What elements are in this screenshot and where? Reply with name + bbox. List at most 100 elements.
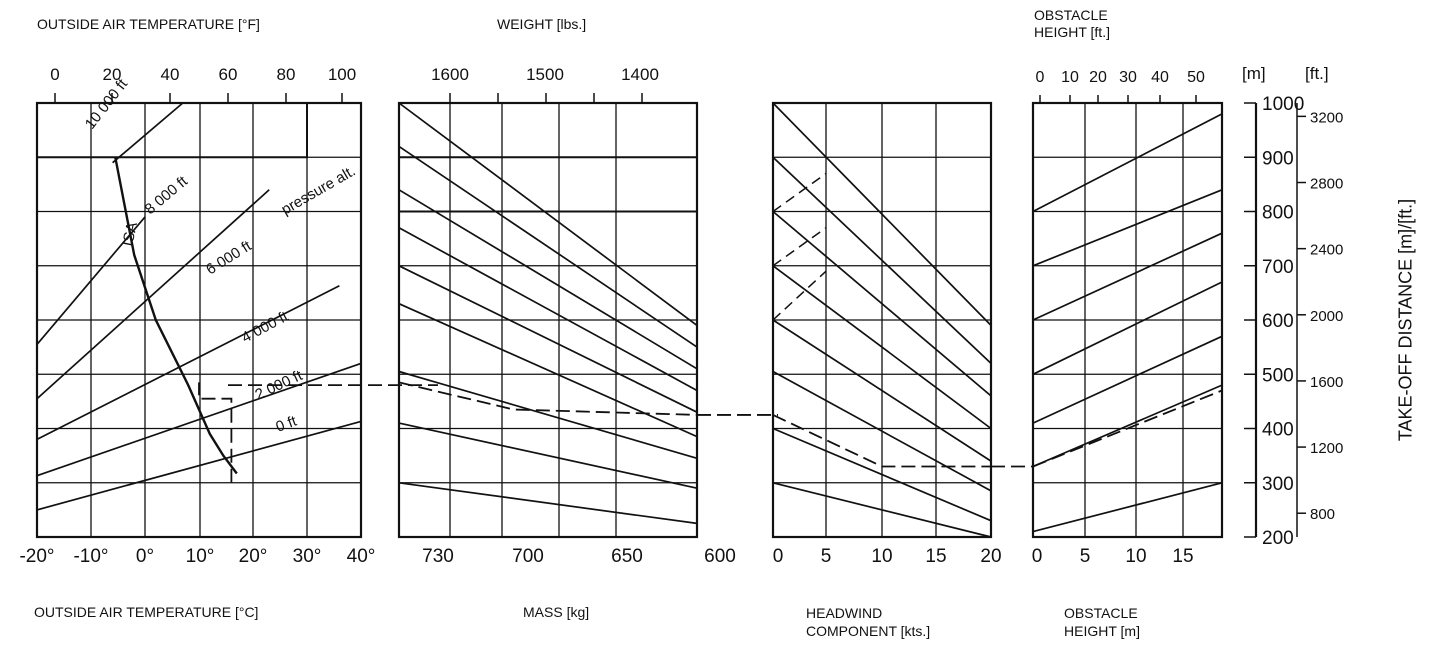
series-line-2-1	[772, 156, 992, 365]
x-tick-label-1-0: 730	[422, 546, 454, 567]
x-tick-label-0-5: 30°	[293, 546, 322, 567]
weight-lbs-tick-0: 1600	[431, 65, 469, 84]
feet-tick-label-2: 1600	[1310, 374, 1343, 391]
metres-tick-label-0: 200	[1262, 528, 1294, 549]
series-line-1-0	[398, 102, 698, 327]
fahrenheit-tick-1: 20	[103, 65, 122, 84]
x-tick-label-3-0: 0	[1032, 546, 1043, 567]
weight-lbs-tick-1: 1500	[526, 65, 564, 84]
x-tick-label-1-1: 700	[512, 546, 544, 567]
unit-m-label: [m]	[1242, 64, 1266, 83]
fahrenheit-tick-3: 60	[219, 65, 238, 84]
series-line-1-3	[398, 227, 698, 392]
series-line-3-2	[1032, 335, 1223, 424]
x-tick-label-0-0: -20°	[19, 546, 54, 567]
x-tick-label-3-3: 15	[1172, 546, 1193, 567]
series-line-2-2	[772, 210, 992, 397]
x-tick-label-2-2: 10	[871, 546, 892, 567]
headwind-dash-1	[772, 227, 827, 267]
metres-tick-label-4: 600	[1262, 311, 1294, 332]
series-line-1-8	[398, 481, 698, 525]
series-line-1-6	[398, 370, 698, 460]
x-tick-label-1-3: 600	[704, 546, 736, 567]
obstacle-m-title-line1: OBSTACLE	[1064, 605, 1138, 621]
series-line-2-3	[772, 265, 992, 430]
headwind-title-line1: HEADWIND	[806, 605, 883, 621]
feet-tick-label-1: 1200	[1310, 440, 1343, 457]
x-tick-label-2-1: 5	[821, 546, 832, 567]
x-tick-label-2-3: 15	[925, 546, 946, 567]
headwind-dash-2	[772, 270, 827, 321]
fahrenheit-tick-5: 100	[328, 65, 356, 84]
obstacle-ft-title: OBSTACLE HEIGHT [ft.]	[1034, 7, 1110, 41]
x-tick-label-3-1: 5	[1080, 546, 1091, 567]
feet-tick-label-0: 800	[1310, 506, 1335, 523]
x-tick-label-3-2: 10	[1125, 546, 1146, 567]
headwind-title: HEADWIND COMPONENT [kts.]	[806, 604, 930, 640]
series-line-1-7	[398, 422, 698, 490]
x-tick-label-2-0: 0	[773, 546, 784, 567]
obstacle-ft-title-line2: HEIGHT [ft.]	[1034, 24, 1110, 40]
curve-label-1: 2 000 ft	[253, 367, 306, 404]
series-line-2-4	[772, 319, 992, 462]
obstacle-ft-tick-3: 30	[1119, 69, 1137, 86]
series-line-3-4	[1032, 232, 1223, 321]
x-tick-label-2-4: 20	[980, 546, 1001, 567]
example-path-3	[1032, 389, 1223, 468]
obstacle-ft-tick-0: 0	[1036, 69, 1045, 86]
series-line-0-3	[36, 189, 270, 400]
series-line-2-0	[772, 102, 992, 326]
fahrenheit-tick-0: 0	[50, 65, 59, 84]
x-tick-label-0-2: 0°	[136, 546, 154, 567]
weight-lbs-tick-2: 1400	[621, 65, 659, 84]
series-line-0-5	[112, 102, 184, 164]
example-path-0	[198, 382, 233, 483]
feet-tick-label-5: 2800	[1310, 176, 1343, 193]
unit-ft-label: [ft.]	[1305, 64, 1329, 83]
series-line-0-4	[36, 216, 146, 345]
x-tick-label-0-6: 40°	[347, 546, 376, 567]
takeoff-distance-axis-title: TAKE-OFF DISTANCE [m]/[ft.]	[1395, 198, 1416, 442]
headwind-title-line2: COMPONENT [kts.]	[806, 623, 931, 639]
feet-tick-label-6: 3200	[1310, 109, 1343, 126]
example-path-1	[398, 381, 698, 416]
metres-tick-label-1: 300	[1262, 474, 1294, 495]
obstacle-ft-tick-2: 20	[1089, 69, 1107, 86]
series-line-3-5	[1032, 189, 1223, 267]
series-line-3-6	[1032, 113, 1223, 213]
series-line-0-1	[36, 362, 362, 477]
curve-label-7: ISA	[119, 221, 141, 248]
obstacle-m-title: OBSTACLE HEIGHT [m]	[1064, 604, 1140, 640]
series-line-1-1	[398, 145, 698, 348]
series-line-1-2	[398, 189, 698, 370]
metres-tick-label-5: 700	[1262, 257, 1294, 278]
altitude-box	[36, 102, 308, 159]
x-tick-label-0-1: -10°	[73, 546, 108, 567]
series-line-1-4	[398, 265, 698, 413]
oat-f-title: OUTSIDE AIR TEMPERATURE [°F]	[37, 16, 260, 32]
obstacle-ft-tick-1: 10	[1061, 69, 1079, 86]
series-line-3-1	[1032, 384, 1223, 468]
series-line-2-6	[772, 427, 992, 522]
weight-title: WEIGHT [lbs.]	[497, 16, 587, 32]
example-path-2	[772, 414, 991, 468]
panel-frame-1	[397, 101, 699, 539]
headwind-dash-0	[772, 172, 827, 213]
x-tick-label-1-2: 650	[611, 546, 643, 567]
series-line-3-0	[1032, 481, 1223, 533]
x-tick-label-0-4: 20°	[239, 546, 268, 567]
obstacle-ft-tick-5: 50	[1187, 69, 1205, 86]
obstacle-m-title-line2: HEIGHT [m]	[1064, 623, 1140, 639]
series-line-1-5	[398, 302, 698, 438]
curve-label-4: pressure alt.	[279, 162, 359, 218]
oat-c-title: OUTSIDE AIR TEMPERATURE [°C]	[34, 604, 259, 620]
curve-label-0: 0 ft	[274, 412, 300, 435]
fahrenheit-tick-2: 40	[161, 65, 180, 84]
series-line-0-6	[114, 157, 238, 475]
metres-tick-label-6: 800	[1262, 203, 1294, 224]
metres-tick-label-3: 500	[1262, 365, 1294, 386]
series-line-0-2	[36, 285, 340, 441]
series-line-2-7	[772, 481, 992, 538]
obstacle-ft-tick-4: 40	[1151, 69, 1169, 86]
